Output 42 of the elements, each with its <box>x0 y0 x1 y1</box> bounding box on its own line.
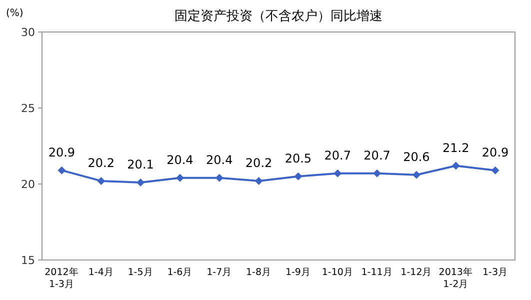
data-label: 20.9 <box>48 145 76 160</box>
data-label: 20.1 <box>127 157 154 172</box>
data-label: 20.4 <box>206 152 233 167</box>
data-label: 20.9 <box>482 145 509 160</box>
x-tick-label: 2013年 1-2月 <box>438 266 473 290</box>
y-tick-label: 25 <box>21 102 35 115</box>
point <box>215 174 224 182</box>
data-label: 20.4 <box>166 152 194 167</box>
data-label: 20.5 <box>284 151 312 166</box>
y-tick-label: 15 <box>21 254 35 267</box>
x-tick-label: 1-5月 <box>128 267 154 278</box>
point <box>294 172 302 180</box>
point <box>58 166 66 174</box>
point <box>97 176 106 185</box>
y-tick-label: 20 <box>21 178 35 191</box>
x-tick-label: 1-9月 <box>285 267 311 278</box>
x-tick-label: 2012年 1-3月 <box>44 266 79 290</box>
data-label: 20.2 <box>88 156 114 170</box>
point <box>491 166 500 174</box>
data-label: 20.6 <box>403 150 430 164</box>
point <box>373 169 382 178</box>
data-label: 21.2 <box>442 140 470 155</box>
point <box>254 176 263 185</box>
y-axis-title: (%) <box>6 8 24 19</box>
chart-title: 固定资产投资（不含农户）同比增速 <box>174 9 382 24</box>
x-tick-label: 1-7月 <box>206 267 232 278</box>
x-tick-label: 1-8月 <box>246 267 272 278</box>
data-label: 20.7 <box>364 148 390 162</box>
x-tick-label: 1-3月 <box>482 267 508 278</box>
y-tick-label: 30 <box>21 26 35 39</box>
x-tick-label: 1-6月 <box>167 267 193 278</box>
point <box>452 162 460 170</box>
data-label: 20.2 <box>245 156 272 170</box>
point <box>412 170 420 179</box>
data-label: 20.7 <box>324 148 351 162</box>
point <box>334 169 342 178</box>
x-tick-label: 1-10月 <box>322 267 354 278</box>
point <box>136 178 145 186</box>
x-tick-label: 1-11月 <box>361 267 393 278</box>
x-tick-label: 1-12月 <box>400 267 432 278</box>
point <box>176 174 184 182</box>
x-tick-label: 1-4月 <box>88 267 114 278</box>
